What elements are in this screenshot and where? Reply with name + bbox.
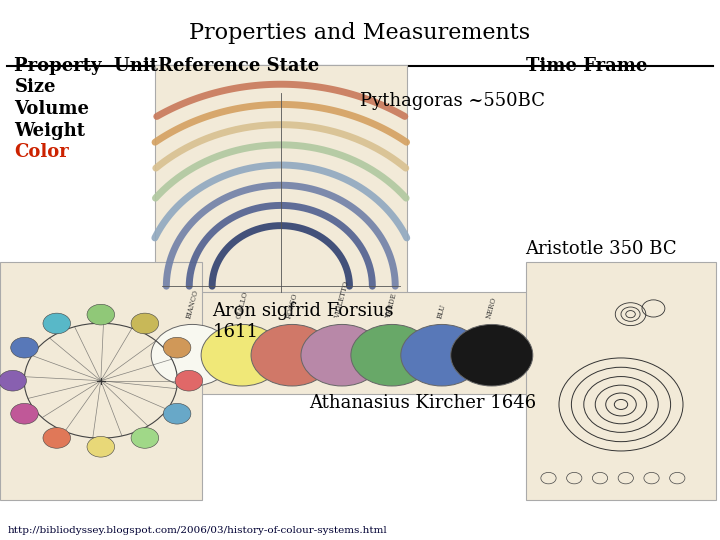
Circle shape: [175, 370, 203, 391]
Bar: [155, 65, 407, 302]
Circle shape: [131, 313, 158, 334]
Circle shape: [11, 338, 38, 358]
Bar: [0, 262, 202, 500]
Text: Color: Color: [14, 143, 69, 161]
Circle shape: [163, 403, 191, 424]
Text: BLU: BLU: [436, 302, 448, 319]
Text: ROSSO: ROSSO: [285, 292, 300, 319]
Circle shape: [251, 325, 333, 386]
Text: NERO: NERO: [485, 295, 498, 319]
Circle shape: [11, 403, 38, 424]
Circle shape: [87, 436, 114, 457]
Text: Reference State: Reference State: [158, 57, 320, 75]
Text: Volume: Volume: [14, 100, 89, 118]
Circle shape: [301, 325, 383, 386]
Circle shape: [351, 325, 433, 386]
Circle shape: [201, 325, 283, 386]
Text: Time Frame: Time Frame: [526, 57, 647, 75]
Bar: [155, 292, 529, 394]
Circle shape: [163, 338, 191, 358]
Text: Size: Size: [14, 78, 56, 96]
Circle shape: [131, 428, 158, 448]
Text: http://bibliodyssey.blogspot.com/2006/03/history-of-colour-systems.html: http://bibliodyssey.blogspot.com/2006/03…: [7, 525, 387, 535]
Text: Property  Unit: Property Unit: [14, 57, 158, 75]
Text: Properties and Measurements: Properties and Measurements: [189, 22, 531, 44]
Text: Aristotle 350 BC: Aristotle 350 BC: [526, 240, 678, 258]
Text: BIANCO: BIANCO: [184, 288, 200, 319]
Text: Weight: Weight: [14, 122, 86, 139]
Circle shape: [151, 325, 233, 386]
Text: VIOLETTO: VIOLETTO: [333, 280, 351, 319]
Circle shape: [43, 428, 71, 448]
Circle shape: [43, 313, 71, 334]
Text: Pythagoras ~550BC: Pythagoras ~550BC: [360, 92, 545, 110]
Text: GIALLO: GIALLO: [235, 289, 250, 319]
Bar: [526, 262, 716, 500]
Text: Athanasius Kircher 1646: Athanasius Kircher 1646: [310, 394, 536, 412]
Circle shape: [0, 370, 27, 391]
Circle shape: [401, 325, 483, 386]
Circle shape: [451, 325, 533, 386]
Circle shape: [87, 304, 114, 325]
Text: VERDE: VERDE: [384, 292, 399, 319]
Text: Aron sigfrid Forsius
1611: Aron sigfrid Forsius 1611: [212, 302, 394, 341]
